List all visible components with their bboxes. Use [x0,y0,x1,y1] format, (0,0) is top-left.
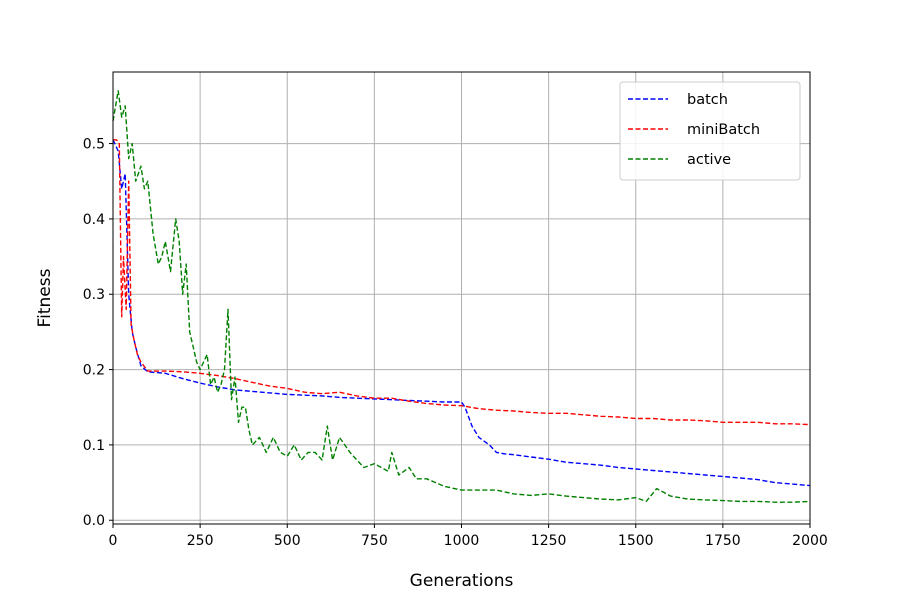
grid [112,72,811,524]
x-tick-label: 1000 [444,533,480,549]
x-tick-label: 1750 [705,533,741,549]
series-layer [112,90,811,503]
series-line-batch [112,139,811,487]
legend-label-batch: batch [687,92,728,108]
legend: batch miniBatch active [619,81,801,181]
x-tick-label: 250 [187,533,214,549]
x-axis-label: Generations [410,571,514,591]
series-line-active [112,90,811,503]
x-tick-label: 1250 [531,533,567,549]
x-tick-label: 750 [361,533,388,549]
x-tick-label: 2000 [792,533,828,549]
y-tick-label: 0.1 [83,438,105,454]
y-tick-label: 0.5 [83,137,105,153]
y-tick-label: 0.3 [83,287,105,303]
ticks: 0 250 500 750 1000 1250 1500 1750 2000 0.0 0.1 0.2 0… [83,137,828,549]
x-tick-label: 500 [274,533,301,549]
legend-label-active: active [687,152,731,168]
y-axis-label: Fitness [35,268,55,327]
legend-box [619,81,801,181]
legend-label-miniBatch: miniBatch [687,122,760,138]
x-tick-label: 1500 [618,533,654,549]
y-tick-label: 0.0 [83,513,105,529]
y-tick-label: 0.2 [83,363,105,379]
y-tick-label: 0.4 [83,212,105,228]
x-tick-label: 0 [109,533,118,549]
